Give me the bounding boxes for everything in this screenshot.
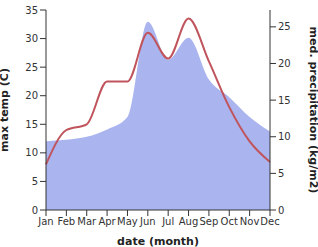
svg-text:5: 5	[32, 176, 38, 187]
svg-text:0: 0	[32, 205, 38, 216]
svg-text:35: 35	[25, 5, 38, 16]
svg-text:Nov: Nov	[240, 216, 260, 227]
svg-text:Mar: Mar	[77, 216, 97, 227]
svg-text:Oct: Oct	[221, 216, 238, 227]
svg-text:Jul: Jul	[161, 216, 174, 227]
svg-text:max temp (C): max temp (C)	[8, 68, 11, 152]
svg-text:Jun: Jun	[139, 216, 156, 227]
svg-text:Apr: Apr	[98, 216, 116, 227]
svg-text:Aug: Aug	[179, 216, 199, 227]
svg-text:0: 0	[278, 205, 284, 216]
svg-text:Dec: Dec	[260, 216, 279, 227]
svg-text:30: 30	[25, 33, 38, 44]
svg-text:Sep: Sep	[199, 216, 218, 227]
svg-text:25: 25	[25, 62, 38, 73]
svg-text:15: 15	[278, 95, 291, 106]
svg-text:20: 20	[25, 90, 38, 101]
svg-text:Feb: Feb	[58, 216, 76, 227]
svg-text:10: 10	[278, 131, 291, 142]
svg-text:Jan: Jan	[37, 216, 53, 227]
svg-text:10: 10	[25, 147, 38, 158]
svg-text:15: 15	[25, 119, 38, 130]
svg-text:5: 5	[278, 168, 284, 179]
svg-text:med. precipitation (kg/m2): med. precipitation (kg/m2)	[307, 27, 310, 194]
svg-text:25: 25	[278, 21, 291, 32]
svg-text:20: 20	[278, 58, 291, 69]
svg-text:date (month): date (month)	[117, 235, 199, 247]
svg-text:May: May	[117, 216, 138, 227]
